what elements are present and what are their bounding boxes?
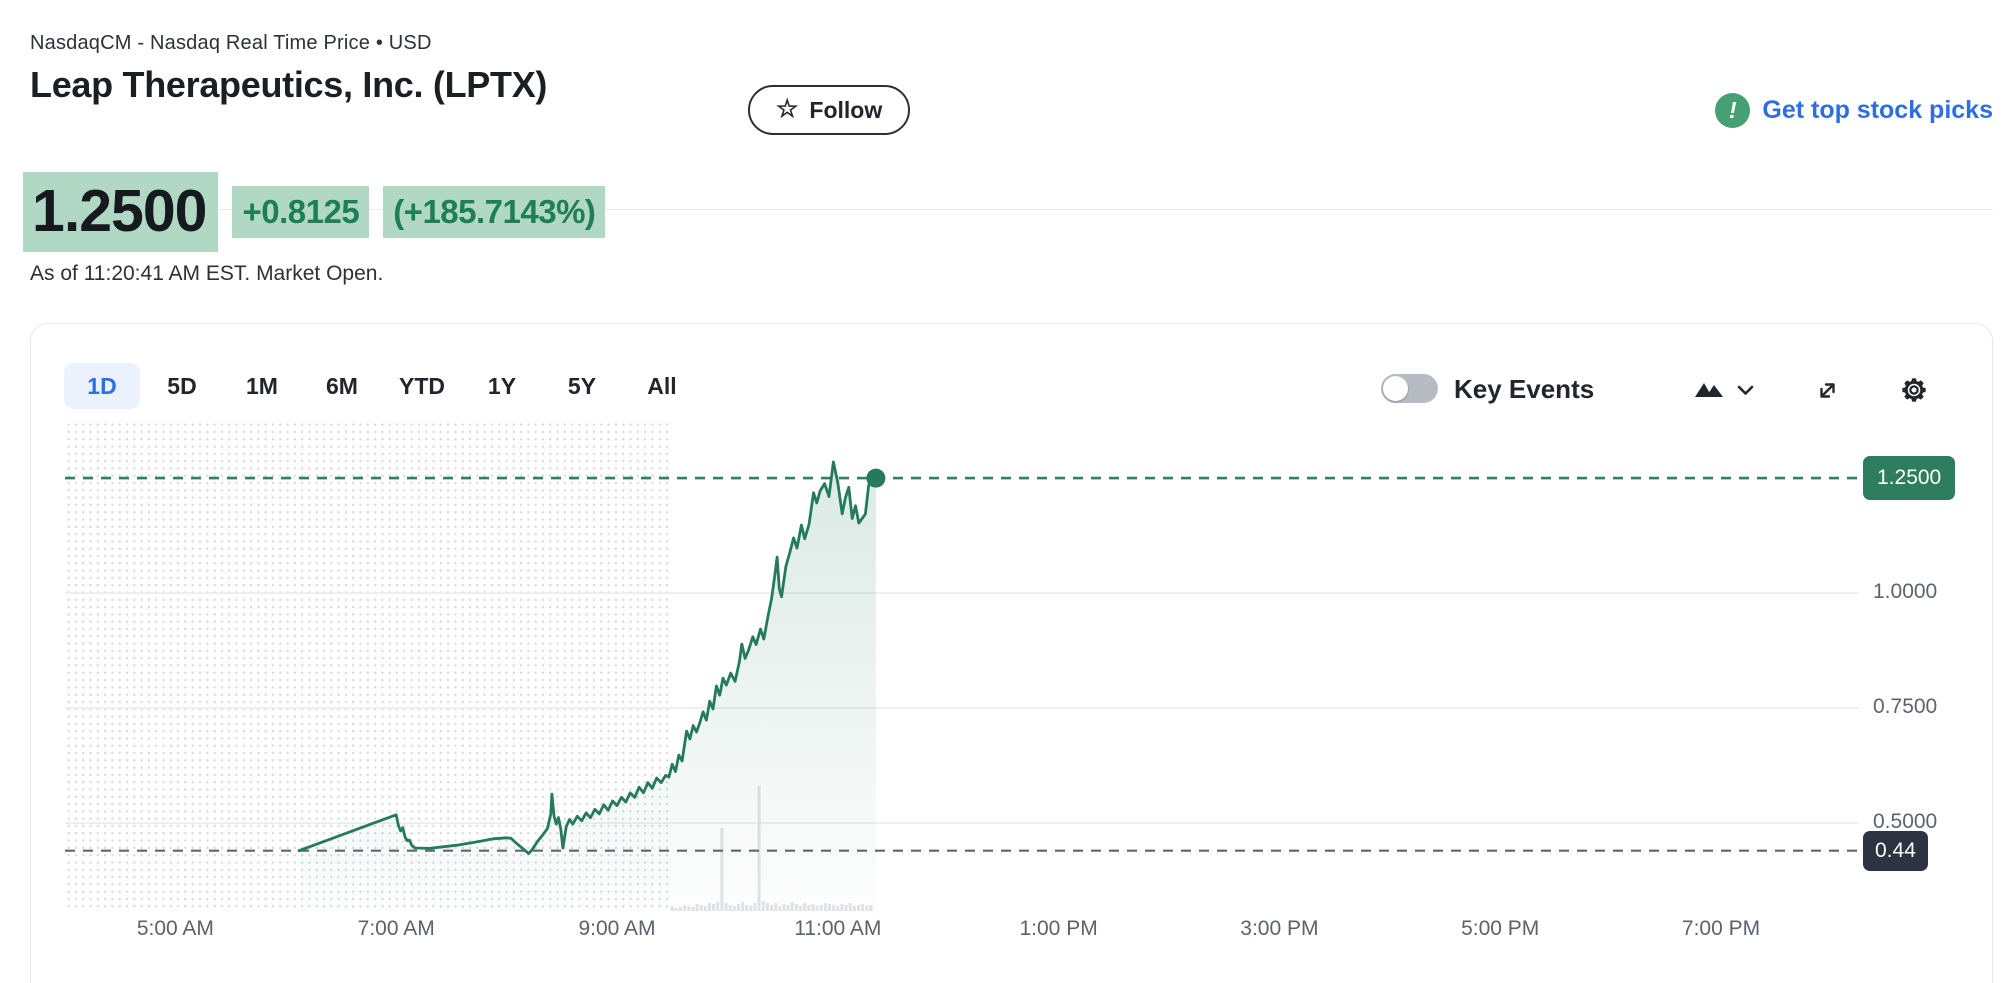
x-axis-label: 5:00 AM bbox=[136, 917, 214, 940]
price-row: 1.2500 +0.8125 (+185.7143%) bbox=[23, 172, 606, 252]
chevron-down-icon bbox=[1737, 383, 1754, 401]
key-events-toggle[interactable] bbox=[1381, 374, 1438, 403]
top-picks-link[interactable]: ! Get top stock picks bbox=[1715, 93, 1993, 128]
x-axis-label: 9:00 AM bbox=[578, 917, 656, 940]
price-area-fill bbox=[299, 461, 876, 911]
current-price-badge: 1.2500 bbox=[1863, 456, 1956, 501]
price-change-percent: (+185.7143%) bbox=[383, 186, 606, 238]
y-axis-label: 0.5000 bbox=[1873, 810, 1938, 834]
chart-type-button[interactable] bbox=[1694, 379, 1754, 404]
star-icon: ☆ bbox=[776, 94, 799, 123]
previous-close-badge: 0.44 bbox=[1863, 830, 1928, 871]
expand-icon bbox=[1814, 377, 1841, 409]
toggle-knob bbox=[1383, 376, 1408, 401]
range-tabs: 1D 5D 1M 6M YTD 1Y 5Y All bbox=[64, 363, 700, 409]
mountain-chart-icon bbox=[1694, 379, 1724, 404]
chart-card: 1D 5D 1M 6M YTD 1Y 5Y All Key Events bbox=[30, 323, 1993, 983]
y-axis-label: 0.7500 bbox=[1873, 695, 1938, 719]
current-price: 1.2500 bbox=[23, 172, 219, 252]
last-trade-dot bbox=[866, 468, 886, 488]
range-tab-5y[interactable]: 5Y bbox=[567, 372, 597, 399]
price-change: +0.8125 bbox=[232, 186, 370, 238]
top-picks-label: Get top stock picks bbox=[1762, 96, 1993, 124]
x-axis-label: 7:00 PM bbox=[1681, 917, 1761, 940]
key-events-label: Key Events bbox=[1454, 374, 1595, 404]
as-of-timestamp: As of 11:20:41 AM EST. Market Open. bbox=[30, 262, 384, 285]
page-title: Leap Therapeutics, Inc. (LPTX) bbox=[30, 64, 548, 105]
x-axis-label: 1:00 PM bbox=[1019, 917, 1098, 940]
premium-badge-icon: ! bbox=[1715, 93, 1751, 128]
range-tab-1d[interactable]: 1D bbox=[64, 363, 140, 409]
y-axis-label: 1.0000 bbox=[1873, 580, 1938, 604]
x-axis-label: 5:00 PM bbox=[1461, 917, 1540, 940]
x-axis-label: 3:00 PM bbox=[1240, 917, 1319, 940]
range-tab-5d[interactable]: 5D bbox=[167, 372, 197, 399]
range-tab-1y[interactable]: 1Y bbox=[487, 372, 517, 399]
x-axis-label: 11:00 AM bbox=[794, 917, 882, 940]
range-tab-6m[interactable]: 6M bbox=[326, 372, 358, 399]
price-line bbox=[297, 460, 878, 855]
exchange-info: NasdaqCM - Nasdaq Real Time Price • USD bbox=[30, 32, 432, 54]
fullscreen-button[interactable] bbox=[1814, 377, 1841, 409]
follow-label: Follow bbox=[809, 96, 883, 123]
range-tab-all[interactable]: All bbox=[647, 372, 677, 399]
chart-settings-button[interactable] bbox=[1899, 375, 1929, 410]
gear-icon bbox=[1899, 375, 1929, 410]
range-tab-ytd[interactable]: YTD bbox=[399, 372, 445, 399]
x-axis-label: 7:00 AM bbox=[357, 917, 435, 940]
follow-button[interactable]: ☆ Follow bbox=[748, 85, 911, 135]
range-tab-1m[interactable]: 1M bbox=[246, 372, 278, 399]
price-chart-plot-area[interactable] bbox=[65, 421, 1859, 911]
header-divider bbox=[30, 209, 1993, 210]
